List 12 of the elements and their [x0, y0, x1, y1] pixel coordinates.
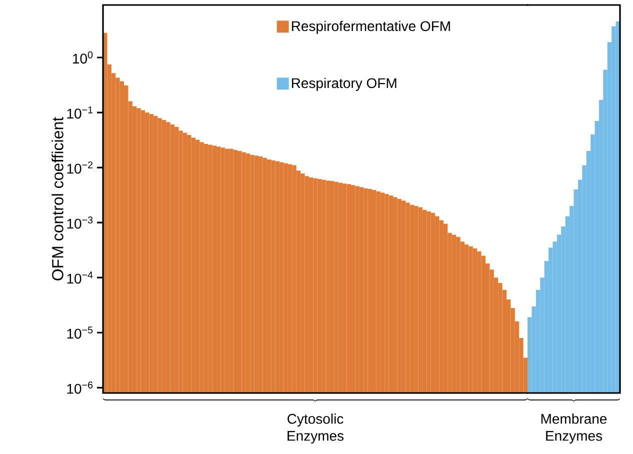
y-tick-label: 10$^{−2}$: [67, 161, 92, 174]
legend-label: Respiratory OFM: [292, 78, 396, 91]
y-tick-label: 10$^{−3}$: [67, 216, 93, 229]
y-axis-title: OFM control coefficient: [52, 117, 64, 280]
y-tick-label: 10$^{−6}$: [67, 382, 93, 394]
legend-label: Respirofermentative OFM: [292, 20, 450, 34]
y-tick-label: 10$^{0}$: [73, 51, 93, 64]
text: Cytosolic Enzymes: [288, 414, 344, 444]
text: Membrane Enzymes: [541, 414, 607, 444]
y-tick-label: 10$^{−5}$: [67, 326, 93, 339]
y-tick-label: 10$^{−4}$: [67, 272, 93, 284]
y-tick-label: 10$^{−1}$: [67, 106, 92, 119]
